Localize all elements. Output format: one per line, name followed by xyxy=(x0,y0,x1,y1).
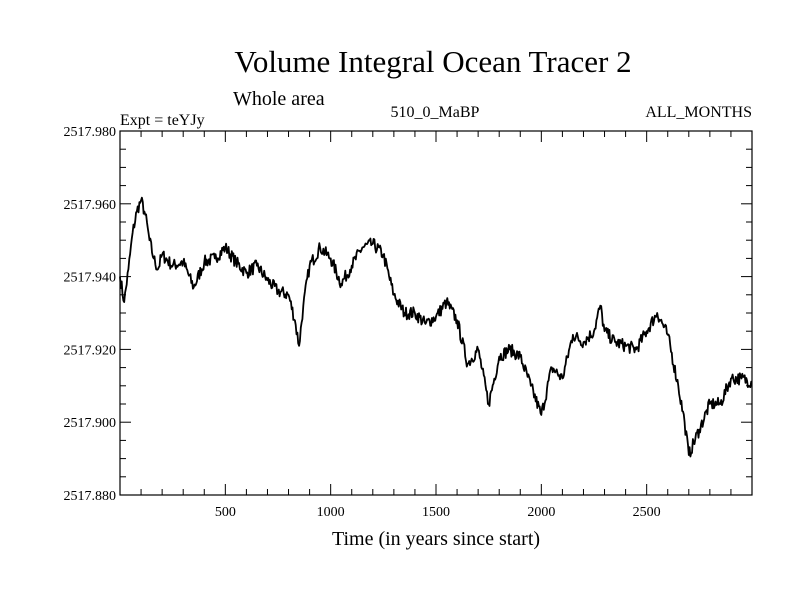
x-tick-label: 2000 xyxy=(527,505,555,520)
y-tick-label: 2517.940 xyxy=(64,271,117,286)
y-axis: 2517.880 2517.900 2517.920 2517.940 2517.960… xyxy=(64,125,752,504)
chart-title: Volume Integral Ocean Tracer 2 xyxy=(234,44,631,79)
y-tick-label: 2517.960 xyxy=(64,198,117,213)
y-tick-label: 2517.880 xyxy=(64,489,117,504)
x-tick-label: 500 xyxy=(215,505,236,520)
x-axis: 500 1000 1500 2000 2500 xyxy=(140,131,732,520)
x-tick-label: 1500 xyxy=(422,505,450,520)
y-tick-label: 2517.900 xyxy=(64,416,117,431)
expt-label: Expt = teYJy xyxy=(120,112,205,129)
y-tick-label: 2517.980 xyxy=(64,125,117,140)
series-line xyxy=(119,196,753,458)
y-tick-label: 2517.920 xyxy=(64,343,117,358)
period-label: 510_0_MaBP xyxy=(391,104,480,121)
x-tick-label: 2500 xyxy=(633,505,661,520)
months-label: ALL_MONTHS xyxy=(645,104,752,121)
x-axis-label: Time (in years since start) xyxy=(332,528,540,550)
x-tick-label: 1000 xyxy=(317,505,345,520)
chart-subtitle: Whole area xyxy=(233,88,325,110)
